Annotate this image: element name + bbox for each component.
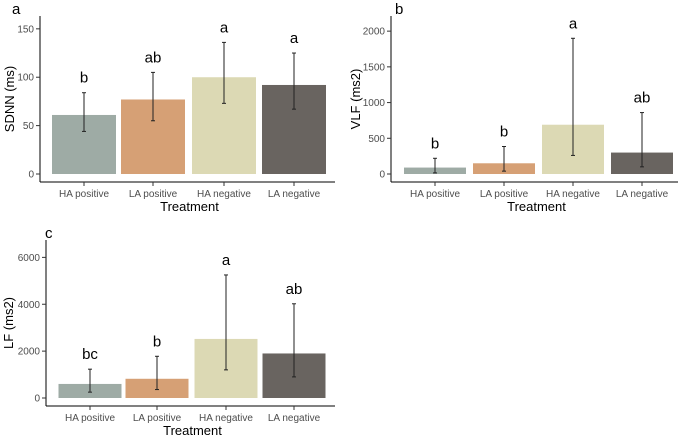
y-axis-title: VLF (ms2) — [348, 69, 363, 130]
significance-letter: a — [220, 19, 229, 36]
chart-panel-a: a 0 50 100 150 b HA positive ab LA positive a HA n… — [2, 1, 335, 214]
significance-letter: bc — [82, 346, 98, 363]
x-tick-label: HA positive — [65, 413, 115, 424]
y-tick-label: 1500 — [363, 62, 386, 73]
y-tick-label: 1000 — [363, 98, 386, 109]
y-axis-title: SDNN (ms) — [2, 66, 17, 132]
y-tick-label: 6000 — [18, 253, 41, 264]
significance-letter: ab — [286, 281, 303, 298]
x-tick-label: HA negative — [197, 189, 251, 200]
y-tick-label: 0 — [34, 394, 40, 405]
y-tick-label: 2000 — [363, 27, 386, 38]
y-tick-label: 2000 — [18, 347, 41, 358]
significance-letter: a — [290, 30, 299, 47]
x-tick-label: LA negative — [616, 189, 669, 200]
significance-letter: b — [500, 124, 508, 141]
y-tick-label: 100 — [17, 73, 34, 84]
significance-letter: ab — [145, 49, 162, 66]
x-tick-label: LA positive — [480, 189, 529, 200]
y-tick-label: 4000 — [18, 300, 41, 311]
x-tick-label: LA negative — [268, 189, 321, 200]
chart-panel-b: b 0 500 1000 1500 2000 b HA positive b LA positiv… — [348, 1, 678, 214]
y-tick-label: 500 — [368, 134, 385, 145]
significance-letter: b — [80, 70, 88, 87]
y-tick-label: 50 — [23, 121, 35, 132]
significance-letter: ab — [634, 90, 651, 107]
significance-letter: a — [222, 252, 231, 269]
y-tick-label: 150 — [17, 24, 34, 35]
y-axis-title: LF (ms2) — [1, 297, 16, 349]
y-tick-label: 0 — [379, 170, 385, 181]
x-axis-title: Treatment — [507, 199, 566, 214]
x-tick-label: LA negative — [268, 413, 321, 424]
x-tick-label: LA positive — [133, 413, 182, 424]
x-axis-title: Treatment — [160, 199, 219, 214]
x-tick-label: HA negative — [199, 413, 253, 424]
panel-label: a — [12, 1, 21, 18]
x-axis-title: Treatment — [163, 423, 222, 438]
x-tick-label: HA negative — [546, 189, 600, 200]
significance-letter: b — [431, 135, 439, 152]
significance-letter: b — [153, 333, 161, 350]
x-tick-label: HA positive — [410, 189, 460, 200]
y-tick-label: 0 — [28, 170, 34, 181]
panel-label: b — [395, 1, 403, 18]
significance-letter: a — [569, 15, 578, 32]
panel-label: c — [45, 225, 53, 242]
chart-panel-c: c 0 2000 4000 6000 bc HA positive b LA positive a… — [1, 225, 335, 438]
x-tick-label: HA positive — [59, 189, 109, 200]
x-tick-label: LA positive — [129, 189, 178, 200]
